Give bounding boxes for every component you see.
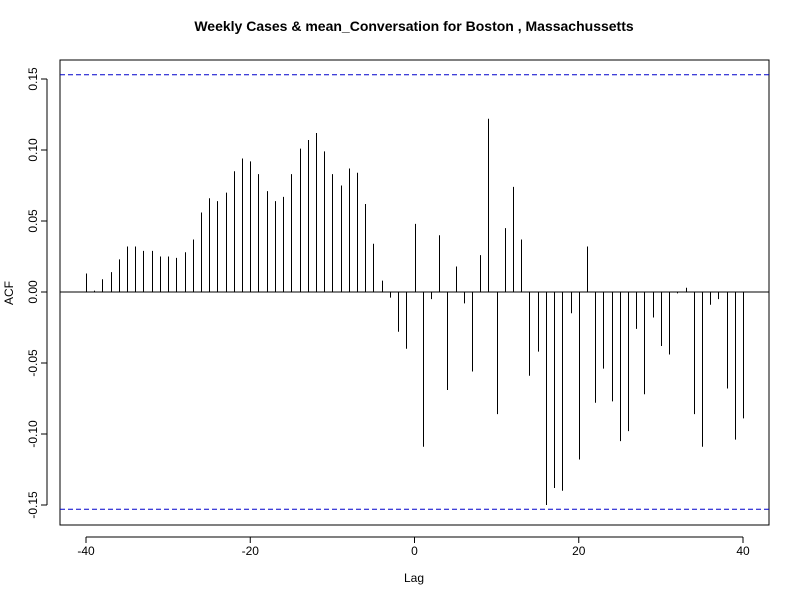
- x-axis: -40 -20 0 20 40: [77, 536, 750, 558]
- y-tick-label: 0.15: [26, 67, 40, 91]
- x-tick-label: -20: [242, 544, 260, 558]
- x-tick-label: 40: [736, 544, 750, 558]
- y-tick-label: 0.00: [26, 280, 40, 304]
- y-axis: -0.15 -0.10 -0.05 0.00 0.05 0.10 0.15: [26, 67, 48, 519]
- chart-title: Weekly Cases & mean_Conversation for Bos…: [194, 18, 634, 34]
- acf-bars: [86, 118, 744, 505]
- x-tick-label: -40: [77, 544, 95, 558]
- confidence-bounds: [60, 74, 769, 510]
- y-axis-label: ACF: [2, 281, 16, 305]
- y-tick-label: -0.10: [26, 420, 40, 448]
- y-tick-label: 0.05: [26, 209, 40, 233]
- y-tick-label: -0.15: [26, 491, 40, 519]
- x-axis-label: Lag: [404, 571, 424, 585]
- y-tick-label: -0.05: [26, 349, 40, 377]
- x-tick-label: 20: [572, 544, 586, 558]
- x-tick-label: 0: [411, 544, 418, 558]
- y-tick-label: 0.10: [26, 138, 40, 162]
